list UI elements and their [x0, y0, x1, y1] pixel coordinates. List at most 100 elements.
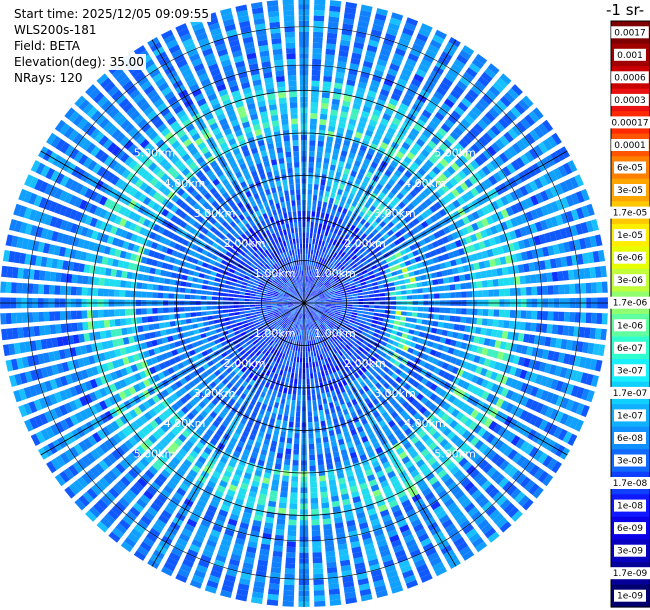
ray-bin: [313, 322, 317, 328]
ray-bin: [144, 469, 155, 480]
ray-bin: [278, 386, 284, 393]
ray-bin: [45, 426, 55, 439]
ray-bin: [213, 406, 221, 415]
ray-bin: [357, 362, 364, 369]
ray-bin: [333, 315, 339, 320]
ray-bin: [161, 389, 170, 398]
ray-bin: [427, 552, 440, 562]
ray-bin: [356, 313, 363, 317]
ray-bin: [496, 99, 508, 111]
ray-bin: [112, 339, 119, 348]
ray-bin: [531, 286, 538, 296]
ray-bin: [317, 290, 323, 295]
ray-bin: [414, 558, 426, 568]
ray-bin: [244, 310, 251, 314]
ray-bin: [319, 295, 325, 299]
ray-bin: [363, 305, 370, 308]
ray-bin: [326, 463, 334, 470]
ray-bin: [432, 561, 445, 572]
ray-bin: [272, 435, 279, 442]
ray-bin: [443, 322, 450, 329]
ray-bin: [378, 93, 388, 102]
ray-bin: [267, 593, 279, 601]
ray-bin: [322, 168, 328, 175]
ray-bin: [270, 360, 276, 367]
ray-bin: [122, 493, 134, 504]
ray-bin: [570, 385, 580, 397]
ray-bin: [368, 312, 374, 316]
ray-bin: [399, 524, 410, 533]
ray-bin: [305, 308, 309, 314]
ray-bin: [304, 330, 307, 336]
ray-bin: [201, 316, 208, 321]
ray-bin: [326, 284, 332, 289]
ray-bin: [330, 109, 339, 116]
ray-bin: [471, 308, 478, 316]
ray-bin: [126, 489, 137, 500]
ray-bin: [551, 271, 559, 282]
ray-bin: [216, 354, 223, 361]
ray-bin: [540, 404, 549, 416]
ray-bin: [368, 225, 375, 232]
ray-bin: [335, 527, 345, 535]
ray-bin: [344, 328, 351, 334]
ray-bin: [497, 426, 507, 437]
ray-bin: [372, 156, 381, 165]
ray-bin: [352, 379, 359, 386]
ray-bin: [554, 365, 563, 377]
ray-bin: [389, 63, 400, 72]
ray-bin: [152, 523, 164, 534]
ray-bin: [393, 442, 402, 451]
ray-bin: [318, 195, 323, 202]
ray-bin: [89, 391, 98, 402]
ray-bin: [307, 281, 309, 288]
ray-bin: [85, 510, 97, 522]
ray-bin: [179, 313, 186, 319]
ray-bin: [362, 314, 368, 318]
ray-bin: [107, 470, 118, 481]
ray-bin: [258, 338, 265, 344]
ray-bin: [332, 181, 339, 189]
ray-bin: [325, 306, 331, 308]
ray-bin: [309, 303, 315, 305]
ray-bin: [293, 304, 299, 307]
ray-bin: [369, 34, 381, 43]
ray-bin: [230, 386, 238, 393]
ray-bin: [214, 465, 224, 474]
ray-bin: [211, 398, 219, 406]
ray-bin: [500, 375, 509, 385]
ray-bin: [585, 373, 594, 386]
ray-bin: [382, 461, 391, 469]
ray-bin: [263, 415, 270, 423]
ray-bin: [312, 322, 316, 328]
ray-bin: [466, 291, 473, 298]
ray-bin: [534, 221, 543, 232]
ray-bin: [40, 339, 48, 350]
ray-bin: [432, 191, 441, 200]
ray-bin: [600, 328, 607, 341]
ray-bin: [372, 187, 380, 196]
ray-bin: [353, 227, 360, 234]
ray-bin: [340, 559, 351, 567]
ray-bin: [362, 492, 372, 501]
ray-bin: [455, 185, 465, 195]
ray-bin: [325, 274, 330, 280]
ray-bin: [471, 58, 484, 69]
ray-bin: [313, 307, 319, 311]
ray-bin: [350, 375, 356, 382]
ray-bin: [210, 529, 221, 538]
ray-bin: [500, 400, 509, 411]
ray-bin: [332, 342, 337, 348]
ray-bin: [320, 497, 329, 504]
ray-bin: [193, 569, 206, 579]
ray-bin: [221, 378, 229, 386]
ray-bin: [252, 317, 258, 321]
ray-bin: [446, 461, 456, 472]
ray-bin: [163, 344, 171, 351]
ray-bin: [400, 32, 412, 42]
ray-bin: [420, 58, 432, 69]
ray-bin: [254, 322, 260, 326]
ray-bin: [253, 423, 260, 431]
ray-bin: [431, 358, 439, 366]
ray-bin: [471, 375, 479, 384]
